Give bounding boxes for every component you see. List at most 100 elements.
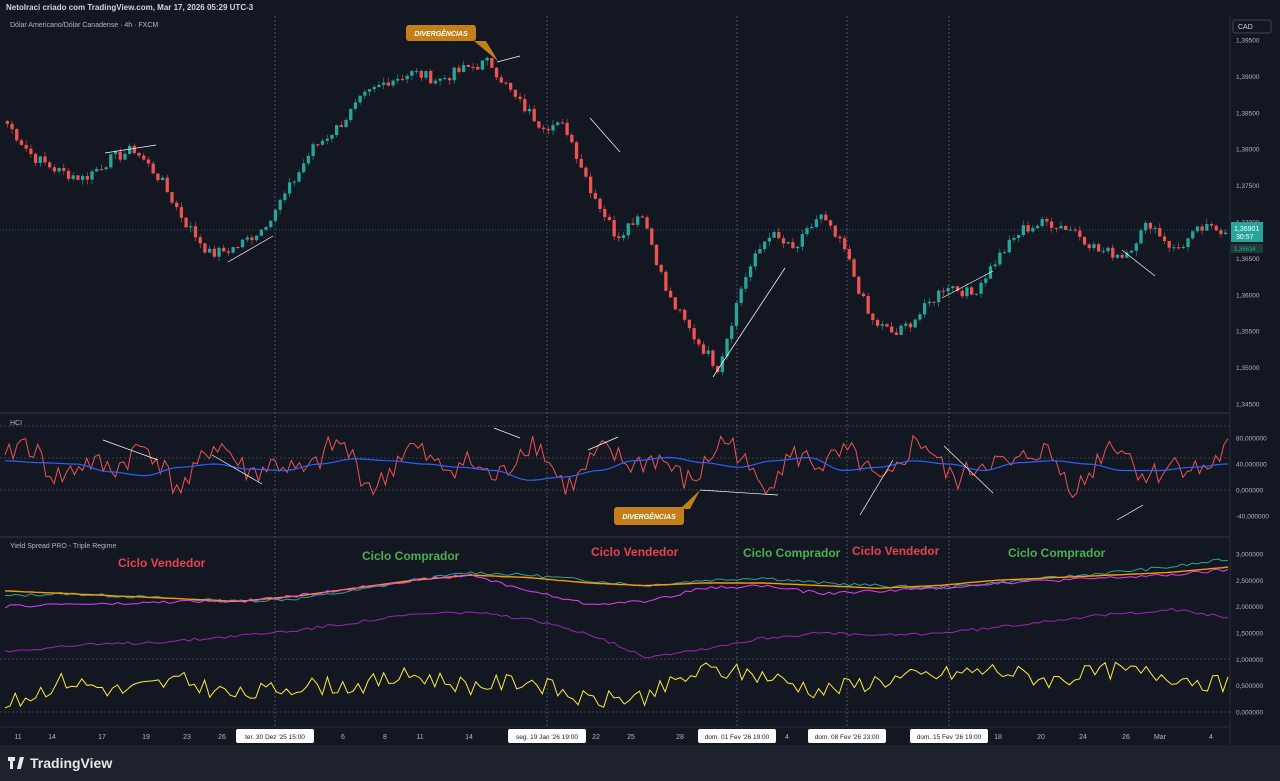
divergence-line bbox=[227, 235, 274, 263]
candle-body bbox=[1129, 250, 1134, 253]
price-axis-label: 1,39500 bbox=[1236, 38, 1260, 45]
yield-series-line bbox=[4, 566, 1229, 603]
candle-body bbox=[899, 325, 903, 335]
candle-body bbox=[137, 152, 141, 156]
candle-body bbox=[1120, 254, 1124, 258]
candle-body bbox=[499, 77, 503, 83]
candle-body bbox=[48, 162, 52, 168]
candle-body bbox=[772, 232, 776, 238]
yield-series-line bbox=[4, 607, 1229, 659]
candle-body bbox=[842, 238, 847, 250]
candle-body bbox=[1049, 221, 1054, 228]
cycle-label-seller-3: Ciclo Vendedor bbox=[852, 544, 940, 558]
candle-body bbox=[90, 171, 94, 180]
cycle-label-seller-2: Ciclo Vendedor bbox=[591, 545, 679, 559]
candle-body bbox=[767, 237, 772, 242]
candle-body bbox=[1082, 236, 1087, 245]
candle-body bbox=[748, 266, 753, 278]
time-axis-highlight-box bbox=[698, 729, 776, 743]
candle-body bbox=[965, 287, 969, 297]
candle-body bbox=[861, 293, 866, 297]
candle-body bbox=[621, 235, 626, 239]
yield-axis-label: 1,000000 bbox=[1236, 657, 1263, 664]
price-axis-label: 1,35000 bbox=[1236, 365, 1260, 372]
hci-divergence-line bbox=[211, 454, 263, 485]
currency-badge-box[interactable] bbox=[1232, 19, 1272, 34]
candle-body bbox=[687, 319, 692, 329]
candle-body bbox=[146, 159, 151, 164]
candle-body bbox=[71, 175, 75, 179]
candle-body bbox=[617, 236, 621, 239]
candle-body bbox=[198, 237, 202, 244]
candle-body bbox=[1064, 225, 1068, 230]
candle-body bbox=[113, 151, 118, 155]
candle-body bbox=[1191, 231, 1195, 239]
price-tag-secondary: 1,36634 bbox=[1234, 247, 1256, 253]
candle-body bbox=[908, 323, 913, 328]
candle-body bbox=[1073, 229, 1077, 231]
candle-body bbox=[95, 168, 99, 172]
candle-body bbox=[1181, 247, 1185, 249]
price-axis-label: 1,39000 bbox=[1236, 74, 1260, 81]
candle-body bbox=[565, 122, 569, 135]
candle-body bbox=[57, 168, 61, 172]
candle-body bbox=[800, 234, 804, 247]
candle-body bbox=[560, 122, 565, 124]
hci-blue-line bbox=[4, 456, 1229, 481]
time-axis-highlight-label: seg. 19 Jan '26 19:00 bbox=[516, 734, 578, 741]
symbol-title: Dólar Americano/Dólar Canadense · 4h · F… bbox=[10, 22, 158, 29]
candle-body bbox=[66, 170, 71, 179]
candle-body bbox=[5, 120, 9, 124]
candle-body bbox=[937, 290, 941, 303]
time-axis-label: 22 bbox=[592, 734, 600, 741]
candle-body bbox=[410, 71, 414, 76]
candle-body bbox=[19, 140, 24, 145]
candle-body bbox=[890, 326, 894, 333]
candle-body bbox=[480, 60, 485, 70]
candle-body bbox=[466, 65, 470, 67]
candle-body bbox=[894, 332, 899, 335]
candle-body bbox=[1021, 225, 1026, 235]
candle-body bbox=[913, 319, 917, 328]
candle-body bbox=[461, 65, 466, 72]
candle-body bbox=[824, 214, 828, 221]
candle-body bbox=[1031, 228, 1035, 232]
candle-body bbox=[598, 198, 602, 210]
time-axis-label: 14 bbox=[48, 734, 56, 741]
currency-badge[interactable]: CAD bbox=[1238, 24, 1253, 31]
hci-axis-label: -40,000000 bbox=[1236, 514, 1269, 521]
time-axis-label: 8 bbox=[383, 734, 387, 741]
candle-body bbox=[739, 288, 743, 304]
candle-body bbox=[457, 67, 461, 72]
candle-body bbox=[927, 301, 931, 304]
time-axis: 11 14 17 19 23 26 6 8 11 14 22 25 28 4 18 20 24 26 Mar 4 ter… bbox=[14, 729, 1213, 743]
candle-body bbox=[33, 154, 38, 164]
candle-body bbox=[763, 241, 767, 250]
candle-body bbox=[1111, 247, 1115, 258]
session-markers bbox=[274, 16, 950, 727]
time-axis-label: 20 bbox=[1037, 734, 1045, 741]
candle-body bbox=[438, 78, 442, 81]
yield-axis-label: 1,500000 bbox=[1236, 630, 1263, 637]
candle-body bbox=[1176, 247, 1181, 249]
candle-body bbox=[640, 216, 645, 218]
time-axis-label: 24 bbox=[1079, 734, 1087, 741]
chart-canvas[interactable]: Dólar Americano/Dólar Canadense · 4h · F… bbox=[0, 16, 1280, 745]
candle-body bbox=[222, 247, 226, 252]
candle-body bbox=[1101, 251, 1105, 253]
candle-body bbox=[1209, 224, 1214, 226]
candle-body bbox=[720, 356, 724, 373]
time-axis-highlight-box bbox=[508, 729, 586, 743]
candle-body bbox=[725, 338, 729, 357]
candle-body bbox=[518, 96, 522, 100]
candle-body bbox=[189, 226, 193, 228]
time-axis-highlight-label: dom. 08 Fev '26 23:00 bbox=[815, 734, 880, 741]
candle-body bbox=[320, 140, 325, 145]
candle-body bbox=[471, 66, 475, 68]
divergence-line bbox=[941, 270, 994, 299]
candle-body bbox=[1139, 230, 1143, 244]
price-tag: 1,36901 30:57 1,36634 bbox=[1231, 222, 1263, 253]
published-header: Netolraci criado com TradingView.com, Ma… bbox=[0, 0, 1280, 16]
divergence-callout-bottom: DIVERGÊNCIAS bbox=[614, 490, 700, 525]
tradingview-logo[interactable]: TradingView bbox=[8, 755, 112, 771]
